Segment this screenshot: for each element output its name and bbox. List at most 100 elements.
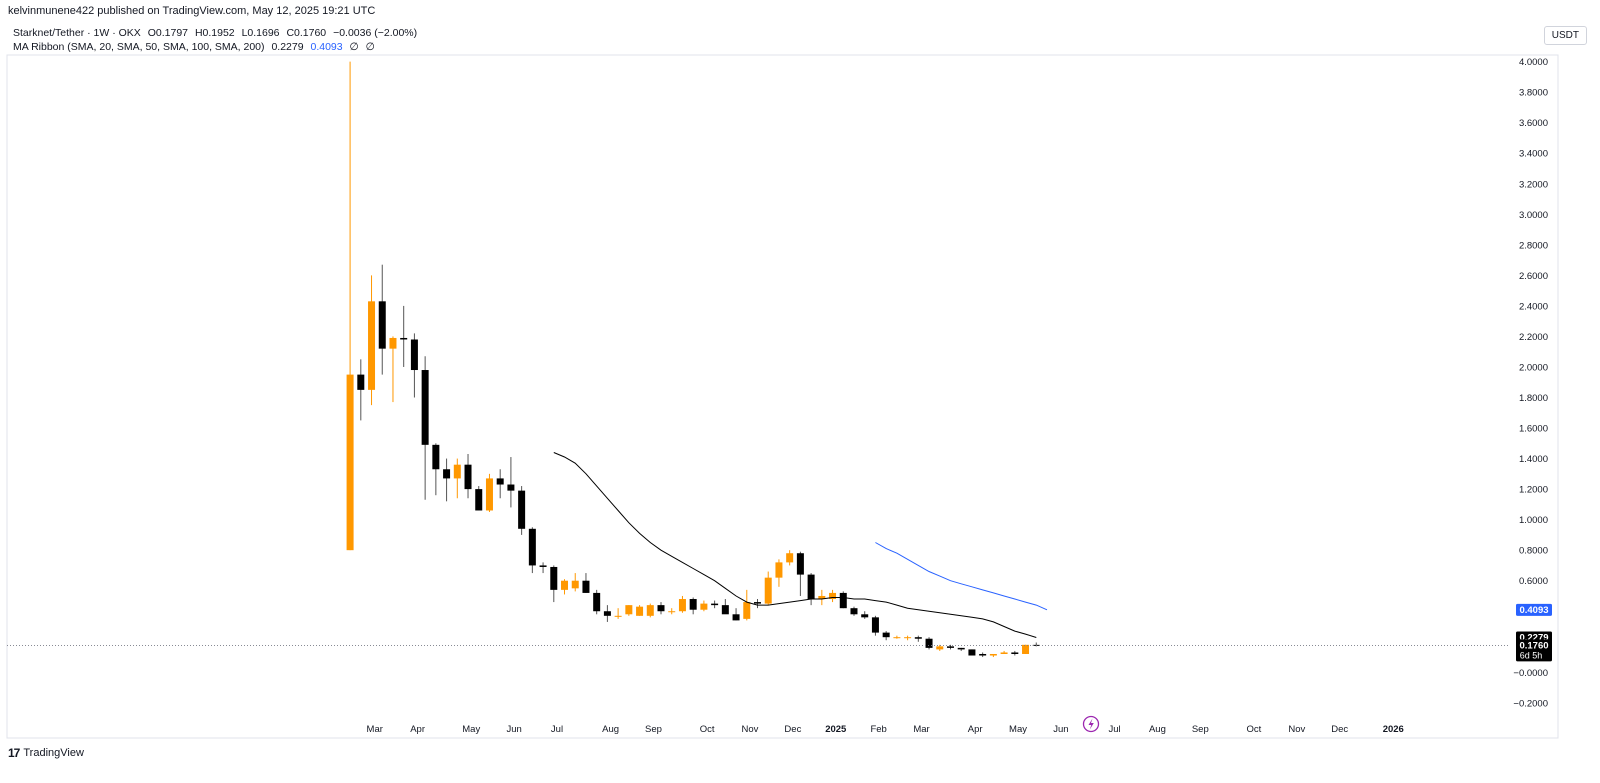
candle-body [657,605,665,612]
countdown-label: 6d 5h [1520,650,1543,660]
ma-ribbon-legend: MA Ribbon (SMA, 20, SMA, 50, SMA, 100, S… [13,41,379,53]
candle-body [496,478,504,485]
y-tick-label: 2.2000 [1519,332,1548,343]
candle-body [678,599,686,612]
candlestick-series [346,61,1040,658]
chart-frame [6,54,1559,739]
x-tick-label: Feb [870,724,886,735]
candle-body [1000,652,1008,654]
moving-average-lines [7,452,1510,646]
ma-value-4: ∅ [365,41,375,53]
high-value: H0.1952 [194,27,235,39]
sma-line [553,452,1037,638]
price-label: 0.4093 [1519,605,1548,616]
candle-body [443,469,451,479]
candle-body [904,637,912,639]
x-tick-label: Mar [913,724,929,735]
candle-body [668,611,676,613]
price-label-bg [1516,603,1552,616]
candle-body [764,577,772,604]
currency-button[interactable]: USDT [1543,26,1587,45]
candle-body [743,602,751,619]
candle-body [861,614,869,618]
ma-ribbon-title[interactable]: MA Ribbon (SMA, 20, SMA, 50, SMA, 100, S… [13,41,265,53]
y-tick-label: 3.8000 [1519,88,1548,99]
x-tick-label: Sep [645,724,662,735]
candle-body [871,617,879,633]
y-tick-label: 1.2000 [1519,485,1548,496]
candle-body [850,608,858,615]
candle-body [571,580,579,589]
y-tick-label: −0.0000 [1513,668,1548,679]
candle-body [946,646,954,648]
candle-body [775,562,783,578]
candle-body [989,653,997,656]
candle-body [614,615,622,617]
x-tick-label: May [1009,724,1027,735]
candle-body [518,490,526,529]
candle-body [807,574,815,600]
x-tick-label: Jul [1108,724,1120,735]
candle-body [593,592,601,612]
candle-body [389,337,397,349]
y-tick-label: 2.6000 [1519,271,1548,282]
x-tick-label: Dec [1331,724,1348,735]
candle-body [786,553,794,563]
x-tick-label: Sep [1192,724,1209,735]
y-tick-label: 2.8000 [1519,240,1548,251]
y-tick-label: 1.6000 [1519,424,1548,435]
ma-value-1: 0.2279 [271,41,304,53]
x-tick-label: Nov [742,724,759,735]
y-tick-label: 3.2000 [1519,179,1548,190]
candle-body [603,611,611,616]
y-tick-label: 0.8000 [1519,546,1548,557]
y-tick-label: 4.0000 [1519,57,1548,68]
x-tick-label: Jun [506,724,521,735]
y-tick-label: 3.4000 [1519,149,1548,160]
candle-body [754,602,761,604]
candle-body [711,603,719,606]
symbol-label[interactable]: Starknet/Tether · 1W · OKX [13,27,141,39]
candle-body [421,370,429,445]
candle-body [818,595,826,600]
candle-body [550,566,558,590]
x-tick-label: Jul [551,724,563,735]
x-tick-label: Oct [1247,724,1262,735]
low-value: L0.1696 [241,27,280,39]
ohlc-legend: Starknet/Tether · 1W · OKX O0.1797 H0.19… [13,27,421,39]
candle-body [893,637,901,639]
candle-body [646,605,654,616]
candle-body [796,553,804,575]
tradingview-logo-icon: 17 [8,746,20,760]
candle-body [957,647,965,650]
candle-body [485,478,493,511]
candle-body [625,605,633,615]
price-label: 0.2279 [1519,633,1548,644]
x-tick-label: Jun [1053,724,1068,735]
sma-line [875,542,1048,611]
x-tick-label: 2026 [1383,724,1404,735]
candle-body [368,301,376,390]
candle-body [400,337,408,340]
tradingview-brand-label: TradingView [23,747,84,759]
y-tick-label: 0.6000 [1519,576,1548,587]
ma-value-3: ∅ [349,41,359,53]
x-tick-label: May [462,724,480,735]
x-tick-label: Mar [367,724,383,735]
open-value: O0.1797 [147,27,189,39]
y-tick-label: 3.0000 [1519,210,1548,221]
tradingview-footer[interactable]: 17 TradingView [8,746,84,760]
candle-body [968,649,976,656]
candle-body [914,637,922,639]
flash-icon[interactable] [1082,715,1100,733]
candle-body [636,606,644,616]
time-axis[interactable]: Mar Apr May Jun Jul Aug Sep Oct Nov Dec 2025 Feb Mar… [367,724,1404,735]
y-tick-label: 2.4000 [1519,301,1548,312]
candle-body [561,580,569,590]
candle-body [689,599,697,610]
x-tick-label: Aug [1149,724,1166,735]
candle-body [700,603,708,610]
price-label: 0.1760 [1519,640,1548,651]
